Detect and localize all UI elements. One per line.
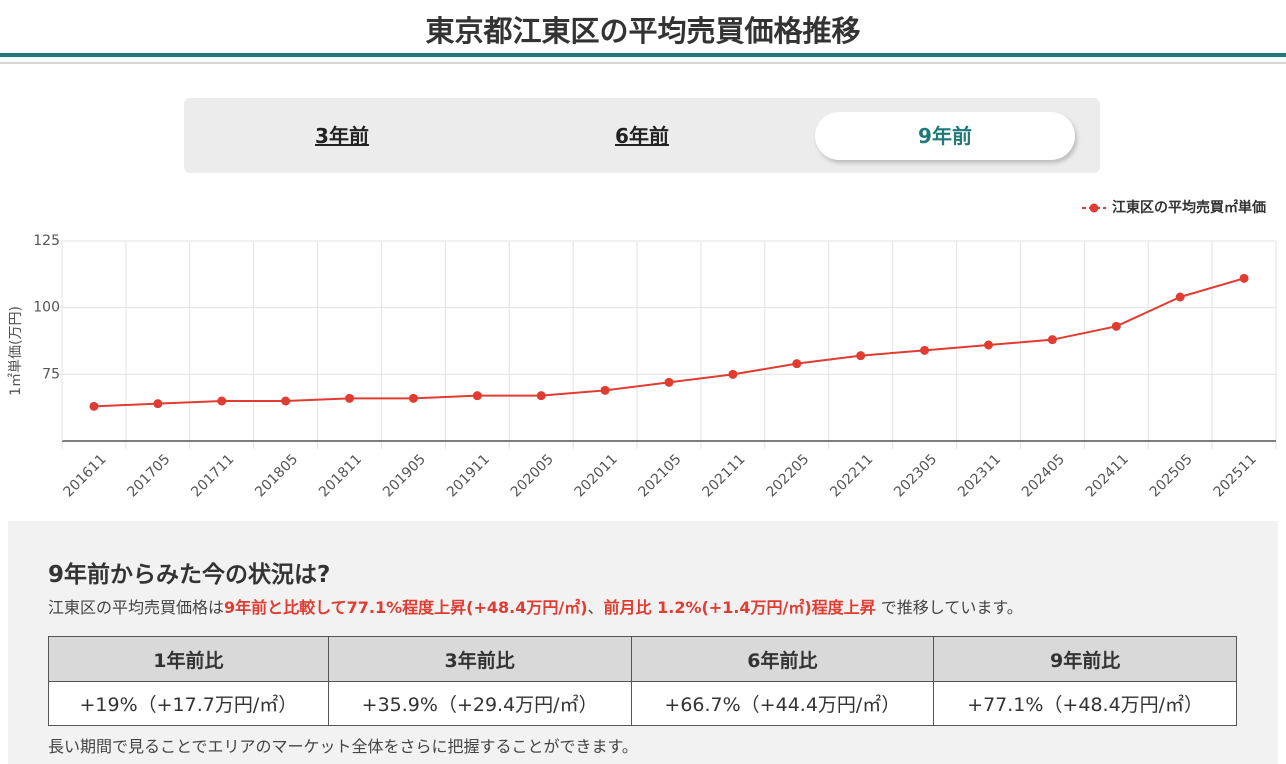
data-point	[792, 359, 802, 369]
header-cell: 6年前比	[630, 636, 935, 682]
x-tick-label: 201905	[380, 451, 429, 500]
data-point	[983, 340, 993, 350]
data-point	[89, 401, 99, 411]
data-point	[600, 385, 610, 395]
data-point	[1175, 292, 1185, 302]
highlight: 前月比 1.2%(+1.4万円/㎡)程度上昇	[603, 598, 876, 617]
x-tick-label: 202305	[891, 451, 940, 500]
x-tick-label: 201805	[252, 451, 301, 500]
x-tick-label: 201705	[124, 451, 173, 500]
data-point	[153, 399, 163, 409]
tab[interactable]: 6年前	[615, 124, 669, 148]
y-tick-label: 75	[42, 366, 60, 382]
data-point	[1047, 335, 1057, 345]
data-point	[536, 391, 546, 401]
x-tick-label: 202505	[1147, 451, 1196, 500]
x-tick-label: 202511	[1211, 451, 1260, 500]
summary-box: 9年前からみた今の状況は? 江東区の平均売買価格は9年前と比較して77.1%程度…	[8, 521, 1278, 764]
tab-bar: 3年前 6年前 9年前	[184, 98, 1100, 173]
cell: +19%（+17.7万円/㎡）	[48, 681, 329, 726]
x-tick-label: 201911	[444, 451, 493, 500]
y-tick-label: 125	[33, 233, 60, 249]
x-tick-label: 202105	[636, 451, 685, 500]
tab[interactable]: 3年前	[315, 124, 369, 148]
x-tick-label: 201611	[60, 451, 109, 500]
tab-active[interactable]: 9年前	[815, 112, 1075, 160]
header-cell: 9年前比	[933, 636, 1237, 682]
data-point	[345, 393, 355, 403]
y-tick-label: 100	[33, 300, 60, 316]
title-rule	[0, 62, 1286, 64]
title-rule	[0, 53, 1286, 57]
header-cell: 1年前比	[48, 636, 329, 682]
note: 長い期間で見ることでエリアのマーケット全体をさらに把握することができます。	[48, 737, 638, 756]
text: で推移しています。	[875, 598, 1023, 617]
x-tick-label: 202005	[508, 451, 557, 500]
legend-marker	[1089, 203, 1099, 213]
cell: +35.9%（+29.4万円/㎡）	[327, 681, 632, 726]
y-axis-label: 1㎡単価(万円)	[8, 306, 24, 396]
series-line	[93, 277, 1245, 408]
data-point	[664, 377, 674, 387]
header-cell: 3年前比	[327, 636, 632, 682]
data-point	[217, 396, 227, 406]
highlight: 9年前と比較して77.1%程度上昇(+48.4万円/㎡)	[224, 598, 588, 617]
legend-label: 江東区の平均売買㎡単価	[1112, 199, 1266, 216]
cell: +77.1%（+48.4万円/㎡）	[933, 681, 1237, 726]
data-point	[856, 351, 866, 361]
data-point	[1239, 273, 1249, 283]
summary-text: 江東区の平均売買価格は9年前と比較して77.1%程度上昇(+48.4万円/㎡)、…	[48, 594, 1023, 618]
x-tick-label: 202405	[1019, 451, 1068, 500]
data-point	[472, 391, 482, 401]
x-tick-label: 201811	[316, 451, 365, 500]
text: 、	[587, 598, 604, 617]
x-tick-label: 202111	[699, 451, 748, 500]
header-row: 1年前比 3年前比 6年前比 9年前比	[48, 636, 1237, 682]
x-tick-label: 202211	[827, 451, 876, 500]
x-tick-label: 202311	[955, 451, 1004, 500]
x-tick-label: 202411	[1083, 451, 1132, 500]
cell: +66.7%（+44.4万円/㎡）	[630, 681, 935, 726]
data-point	[281, 396, 291, 406]
data-point	[728, 369, 738, 379]
chart: 75 100 125 1㎡単価(万円) 201611 201705 201711 201805…	[8, 199, 1277, 500]
page-title: 東京都江東区の平均売買価格推移	[425, 14, 861, 48]
comparison-table: 1年前比 3年前比 6年前比 9年前比 +19%（+17.7万円/㎡） +35.…	[48, 636, 1237, 726]
data-point	[408, 393, 418, 403]
data-point	[920, 345, 930, 355]
x-tick-label: 202011	[572, 451, 621, 500]
row: +19%（+17.7万円/㎡） +35.9%（+29.4万円/㎡） +66.7%…	[48, 681, 1237, 726]
data-point	[1111, 321, 1121, 331]
summary-title: 9年前からみた今の状況は?	[48, 562, 331, 588]
x-tick-label: 202205	[763, 451, 812, 500]
x-tick-label: 201711	[188, 451, 237, 500]
text: 江東区の平均売買価格は	[48, 598, 225, 617]
